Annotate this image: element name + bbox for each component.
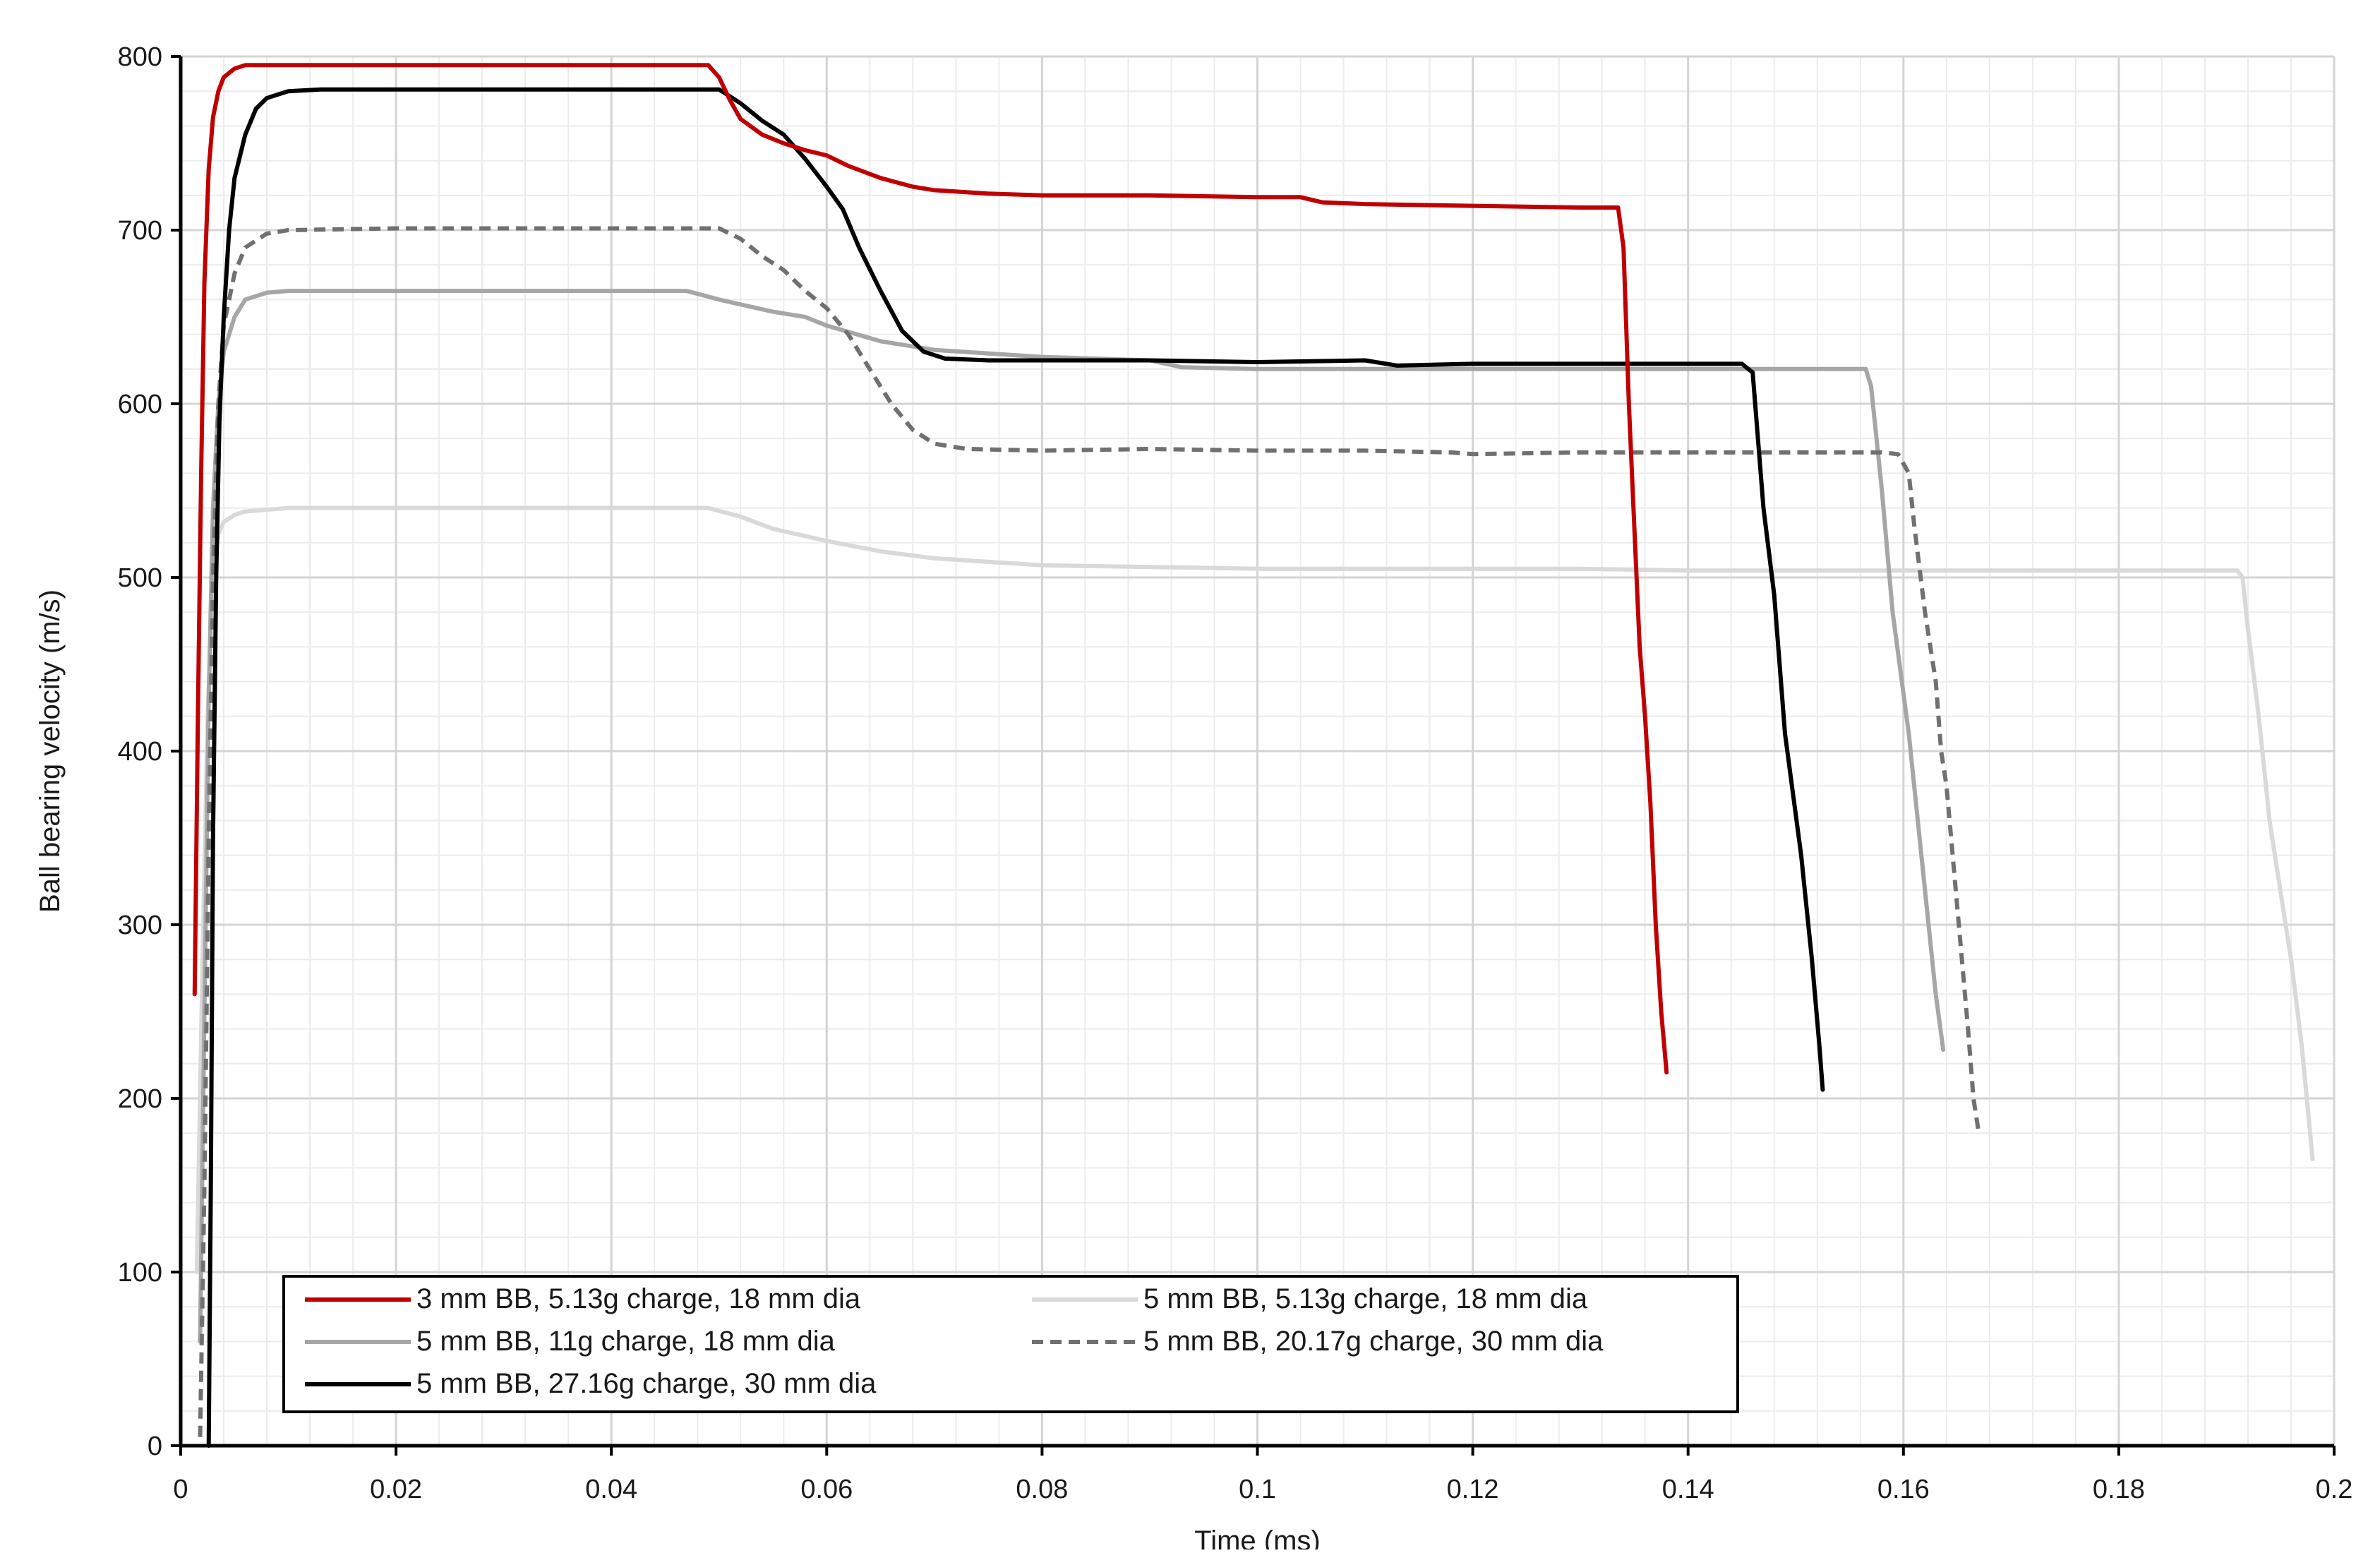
x-tick-label: 0.08 — [1016, 1475, 1068, 1504]
x-tick-label: 0.06 — [800, 1475, 853, 1504]
series-line-4 — [198, 226, 1981, 1437]
x-tick-label: 0.04 — [585, 1475, 637, 1504]
legend-label-4: 5 mm BB, 20.17g charge, 30 mm dia — [1143, 1326, 1604, 1357]
tick-labels: 0 0.02 0.04 0.06 0.08 0.1 0.12 0.14 0.16 0.18 0.2 0… — [118, 42, 2353, 1504]
legend: 3 mm BB, 5.13g charge, 18 mm dia 5 mm BB,… — [282, 1275, 1739, 1413]
y-tick-label: 200 — [118, 1084, 162, 1114]
x-tick-label: 0.16 — [1877, 1475, 1930, 1504]
major-gridlines — [179, 55, 2336, 1447]
y-tick-label: 0 — [148, 1432, 162, 1461]
y-tick-label: 400 — [118, 737, 162, 767]
y-tick-label: 700 — [118, 216, 162, 246]
y-tick-label: 300 — [118, 911, 162, 940]
x-tick-label: 0.18 — [2093, 1475, 2145, 1504]
x-axis-title: Time (ms) — [1194, 1525, 1320, 1549]
y-tick-label: 800 — [118, 42, 162, 72]
series-line-1 — [192, 63, 1669, 1075]
series-line-3 — [198, 289, 1946, 1344]
y-tick-label: 100 — [118, 1258, 162, 1288]
x-tick-label: 0 — [173, 1475, 188, 1504]
series-line-2 — [194, 505, 2315, 1274]
legend-label-5: 5 mm BB, 27.16g charge, 30 mm dia — [416, 1368, 877, 1399]
y-tick-label: 600 — [118, 390, 162, 419]
legend-label-1: 3 mm BB, 5.13g charge, 18 mm dia — [416, 1283, 861, 1314]
legend-label-3: 5 mm BB, 11g charge, 18 mm dia — [416, 1326, 836, 1357]
x-tick-label: 0.2 — [2316, 1475, 2353, 1504]
legend-box — [282, 1275, 1739, 1413]
legend-label-2: 5 mm BB, 5.13g charge, 18 mm dia — [1143, 1283, 1588, 1314]
series-layer — [192, 63, 2315, 1448]
series-line-5 — [206, 87, 1825, 1448]
x-tick-label: 0.1 — [1239, 1475, 1276, 1504]
x-tick-label: 0.12 — [1447, 1475, 1499, 1504]
x-tick-label: 0.14 — [1662, 1475, 1714, 1504]
axes-layer — [171, 55, 2336, 1456]
x-tick-label: 0.02 — [370, 1475, 422, 1504]
y-tick-label: 500 — [118, 563, 162, 593]
y-axis-title: Ball bearing velocity (m/s) — [35, 589, 66, 913]
